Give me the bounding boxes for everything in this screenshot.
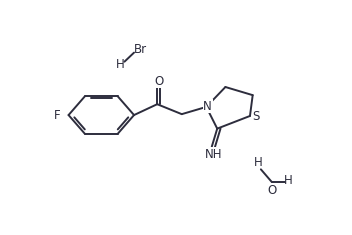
Text: H: H xyxy=(254,156,263,168)
Text: S: S xyxy=(252,110,260,123)
Text: H: H xyxy=(284,174,293,187)
Text: N: N xyxy=(203,99,212,113)
Text: H: H xyxy=(116,58,125,71)
Text: Br: Br xyxy=(134,43,147,56)
Text: NH: NH xyxy=(205,148,222,161)
Text: O: O xyxy=(267,184,276,197)
Text: F: F xyxy=(54,109,61,121)
Text: O: O xyxy=(154,74,163,87)
